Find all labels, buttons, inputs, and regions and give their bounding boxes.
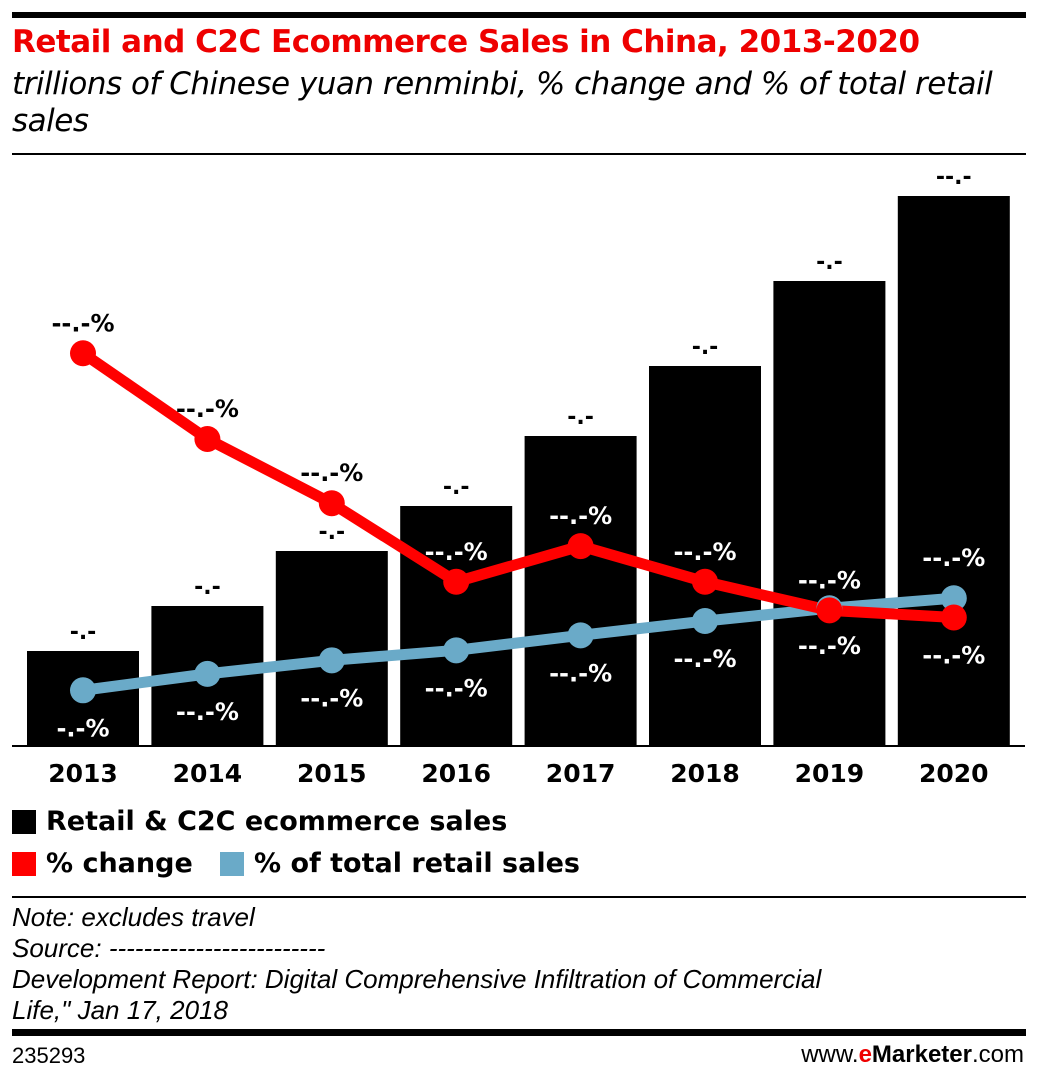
source-text-2: Development Report: Digital Comprehensiv… [12, 964, 822, 994]
x-tick-label: 2014 [173, 759, 243, 788]
point-change-2017 [567, 533, 594, 560]
bar-value-label: -.- [70, 620, 97, 645]
bar-value-label: -.- [567, 405, 594, 430]
brand-prefix: www. [801, 1041, 859, 1068]
bar-value-label: -.- [194, 575, 221, 600]
share-label: --.-% [922, 544, 985, 572]
x-tick-label: 2013 [48, 759, 118, 788]
x-tick-label: 2016 [421, 759, 491, 788]
x-tick-label: 2019 [795, 759, 865, 788]
change-label: --.-% [798, 566, 861, 594]
point-change-2018 [692, 568, 718, 595]
bar-2018 [649, 366, 761, 746]
point-share-2013 [70, 677, 96, 704]
change-label: --.-% [922, 641, 985, 669]
legend-swatch-black [12, 809, 36, 834]
point-change-2016 [443, 568, 470, 595]
point-change-2019 [816, 597, 843, 624]
x-tick-label: 2015 [297, 759, 367, 788]
source-text: Source: ------------------------- [12, 933, 326, 963]
chart-subtitle: trillions of Chinese yuan renminbi, % ch… [12, 66, 993, 139]
notes: Note: excludes travel Source: ----------… [12, 902, 821, 1026]
header-rule [12, 153, 1026, 155]
legend-swatch-red [12, 851, 36, 876]
legend-item-change: % change [12, 848, 193, 879]
point-change-2020 [940, 604, 967, 631]
chart-plot: -.- 2013 -.- 2014 -.- 2015 -.- 2016 -.- 2017 -.- 20… [12, 165, 1025, 788]
bar-2019 [773, 281, 886, 746]
bar-2020 [897, 196, 1010, 746]
point-change-2015 [318, 490, 345, 517]
note-text: Note: excludes travel [12, 902, 255, 932]
bar-value-label: --.- [936, 165, 972, 190]
brand-name: Marketer [871, 1041, 972, 1068]
share-label: --.-% [425, 674, 488, 702]
legend-label: Retail & C2C ecommerce sales [46, 806, 508, 837]
x-tick-label: 2017 [546, 759, 616, 788]
share-label: --.-% [549, 659, 612, 687]
point-share-2014 [194, 660, 221, 687]
change-label: --.-% [673, 538, 736, 566]
bar-2017 [524, 436, 637, 746]
legend-item-sales: Retail & C2C ecommerce sales [12, 806, 507, 837]
line-change [79, 348, 955, 623]
change-label: --.-% [176, 395, 239, 423]
x-tick-label: 2018 [670, 759, 740, 788]
brand-suffix: .com [971, 1041, 1024, 1068]
brand-e: e [858, 1041, 872, 1068]
share-label: -.-% [56, 714, 109, 742]
share-label: --.-% [176, 698, 239, 726]
notes-rule [12, 896, 1026, 898]
legend-label: % of total retail sales [254, 848, 580, 879]
change-label: --.-% [300, 459, 363, 487]
point-change-2014 [194, 425, 221, 452]
chart-title: Retail and C2C Ecommerce Sales in China,… [12, 24, 920, 60]
bar-2016 [400, 506, 513, 746]
source-text-3: Life," Jan 17, 2018 [12, 995, 228, 1025]
chart-id: 235293 [12, 1043, 86, 1068]
point-share-2016 [443, 637, 470, 664]
point-share-2018 [692, 608, 718, 635]
share-label: --.-% [673, 645, 736, 673]
legend-swatch-blue [220, 851, 244, 876]
change-label: --.-% [51, 309, 114, 337]
x-tick-label: 2020 [919, 759, 989, 788]
legend-item-share: % of total retail sales [220, 848, 580, 879]
point-share-2020 [940, 585, 967, 612]
change-label: --.-% [549, 502, 612, 530]
bar-value-label: -.- [816, 250, 843, 275]
bar-value-label: -.- [443, 475, 470, 500]
footer-rule [12, 1029, 1026, 1036]
share-label: --.-% [300, 684, 363, 712]
share-label: --.-% [798, 632, 861, 660]
point-share-2015 [318, 647, 345, 674]
bar-value-label: -.- [692, 335, 719, 360]
point-change-2013 [70, 340, 96, 367]
brand-logo: www.eMarketer.com [801, 1041, 1024, 1069]
bar-value-label: -.- [318, 520, 345, 545]
legend-label: % change [46, 848, 193, 879]
point-share-2017 [567, 622, 594, 649]
top-rule [12, 12, 1026, 18]
change-label: --.-% [425, 538, 488, 566]
